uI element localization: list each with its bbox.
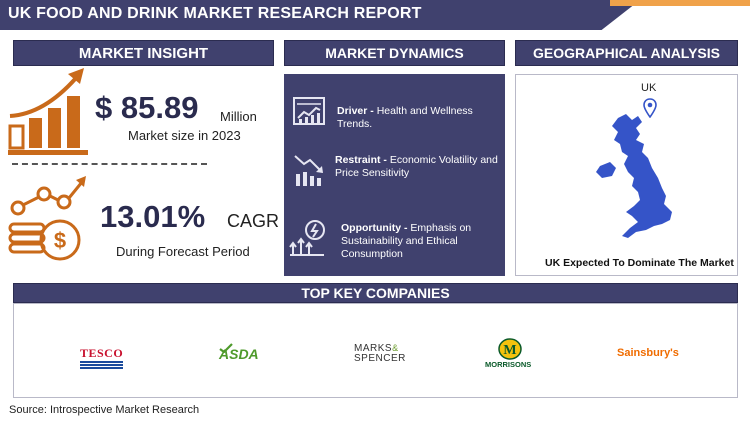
morrisons-emblem-icon: M bbox=[498, 338, 522, 360]
cagr-label: During Forecast Period bbox=[116, 244, 250, 259]
restraint-label: Restraint - bbox=[335, 154, 387, 166]
dynamics-restraint: Restraint - Economic Volatility and Pric… bbox=[335, 154, 505, 180]
top-key-companies-title: TOP KEY COMPANIES bbox=[13, 283, 738, 303]
map-pin-icon bbox=[643, 98, 657, 118]
dynamics-opportunity: Opportunity - Emphasis on Sustainability… bbox=[341, 222, 501, 261]
geo-caption: UK Expected To Dominate The Market bbox=[545, 257, 734, 269]
sainsburys-logo: Sainsbury's bbox=[617, 347, 679, 359]
driver-icon bbox=[293, 97, 325, 125]
page-title: UK FOOD AND DRINK MARKET RESEARCH REPORT bbox=[8, 5, 422, 22]
uk-map-icon bbox=[596, 114, 672, 238]
ms-line2: SPENCER bbox=[354, 353, 406, 364]
companies-panel bbox=[13, 303, 738, 398]
geographical-analysis-panel bbox=[515, 74, 738, 276]
market-insight-title: MARKET INSIGHT bbox=[13, 40, 274, 66]
morrisons-mark: M bbox=[503, 343, 516, 358]
header-accent-stripe bbox=[610, 0, 750, 6]
marks-and-spencer-logo: MARKS& SPENCER bbox=[354, 343, 406, 364]
header-band: UK FOOD AND DRINK MARKET RESEARCH REPORT bbox=[0, 0, 750, 33]
tesco-logo: TESCO bbox=[80, 346, 124, 360]
tesco-logo-stripes bbox=[80, 361, 123, 370]
opportunity-icon bbox=[289, 220, 325, 256]
market-dynamics-panel bbox=[284, 74, 505, 276]
cagr-unit: CAGR bbox=[227, 211, 280, 231]
restraint-icon bbox=[294, 155, 323, 186]
bar-growth-icon bbox=[8, 68, 88, 155]
insight-divider bbox=[12, 163, 207, 165]
geo-country-label: UK bbox=[641, 82, 657, 94]
ms-line1: MARKS bbox=[354, 343, 393, 354]
asda-tick-icon bbox=[219, 343, 233, 353]
asda-logo: ASDA bbox=[219, 346, 259, 362]
dynamics-driver: Driver - Health and Wellness Trends. bbox=[337, 105, 507, 131]
market-size-label: Market size in 2023 bbox=[128, 128, 241, 143]
restraint-text: Economic Volatility and Price Sensitivit… bbox=[335, 154, 498, 179]
market-size-unit: Million bbox=[220, 109, 257, 124]
morrisons-logo: MORRISONS bbox=[485, 360, 532, 369]
coin-growth-icon: $ bbox=[8, 176, 86, 261]
market-dynamics-title: MARKET DYNAMICS bbox=[284, 40, 505, 66]
svg-text:$: $ bbox=[54, 228, 66, 253]
header-bar bbox=[0, 0, 640, 30]
cagr-value: 13.01% bbox=[100, 199, 206, 234]
opportunity-label: Opportunity - bbox=[341, 222, 408, 234]
driver-label: Driver - bbox=[337, 105, 374, 117]
geographical-analysis-title: GEOGRAPHICAL ANALYSIS bbox=[515, 40, 738, 66]
source-note: Source: Introspective Market Research bbox=[9, 404, 200, 416]
market-size-value: $ 85.89 bbox=[95, 90, 199, 125]
driver-text: Health and Wellness Trends. bbox=[337, 105, 473, 130]
opportunity-text: Emphasis on Sustainability and Ethical C… bbox=[341, 222, 472, 260]
ms-ampersand: & bbox=[392, 343, 399, 353]
